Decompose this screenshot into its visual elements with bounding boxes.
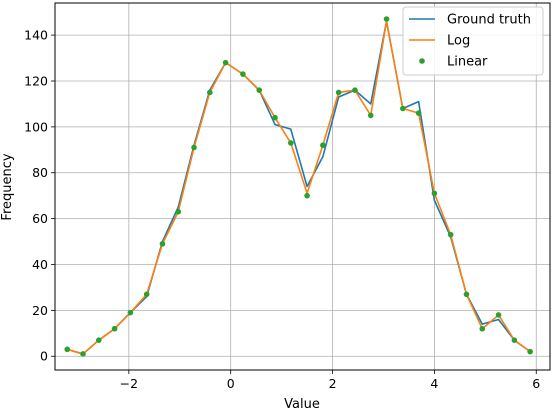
series-line-1	[66, 20, 531, 355]
data-point	[383, 16, 390, 22]
y-tick-label: 140	[24, 28, 48, 43]
data-point	[447, 231, 454, 238]
data-point	[320, 142, 326, 149]
plot-frame	[54, 2, 551, 371]
y-axis-label: Frequency	[0, 153, 15, 220]
data-point	[463, 291, 470, 298]
data-point	[159, 241, 166, 247]
y-tick-label: 0	[40, 349, 48, 364]
data-point	[335, 89, 342, 96]
data-point	[175, 208, 182, 215]
x-tick-label: 0	[227, 376, 235, 391]
legend: Ground truth Log Linear	[402, 6, 544, 76]
data-point	[287, 140, 294, 146]
x-tick-label: 2	[329, 376, 337, 391]
data-point	[367, 112, 374, 119]
data-point	[64, 346, 71, 353]
y-tick-label: 20	[32, 303, 48, 318]
data-point	[511, 337, 518, 343]
data-point	[415, 110, 422, 116]
y-tick-label: 80	[32, 165, 48, 180]
data-point	[222, 59, 229, 66]
data-point	[207, 89, 213, 96]
data-point	[431, 190, 438, 197]
data-point	[479, 325, 486, 332]
series-layer	[64, 16, 533, 357]
data-point	[240, 71, 246, 77]
data-point	[495, 312, 502, 318]
data-point	[272, 114, 278, 121]
data-point	[95, 337, 102, 343]
x-tick-label: 6	[532, 376, 540, 391]
legend-swatch	[419, 58, 425, 64]
x-tick-label: 4	[430, 376, 438, 391]
y-tick-label: 120	[24, 73, 48, 88]
y-tick-label: 40	[32, 257, 48, 272]
data-point	[352, 87, 358, 93]
data-point	[143, 291, 150, 298]
data-point	[256, 87, 263, 93]
x-axis-label: Value	[284, 397, 320, 410]
legend-label: Linear	[447, 55, 488, 70]
y-tick-label: 60	[32, 211, 48, 226]
data-point	[400, 105, 406, 112]
data-point	[191, 144, 197, 151]
y-tick-label: 100	[24, 119, 48, 134]
data-point	[304, 192, 310, 199]
x-tick-label: −2	[120, 376, 138, 391]
legend-box	[402, 6, 544, 76]
data-point	[127, 309, 134, 316]
data-point	[111, 325, 118, 332]
legend-label: Ground truth	[447, 13, 531, 28]
legend-label: Log	[447, 34, 470, 49]
data-point	[527, 348, 533, 355]
data-point	[80, 351, 86, 357]
